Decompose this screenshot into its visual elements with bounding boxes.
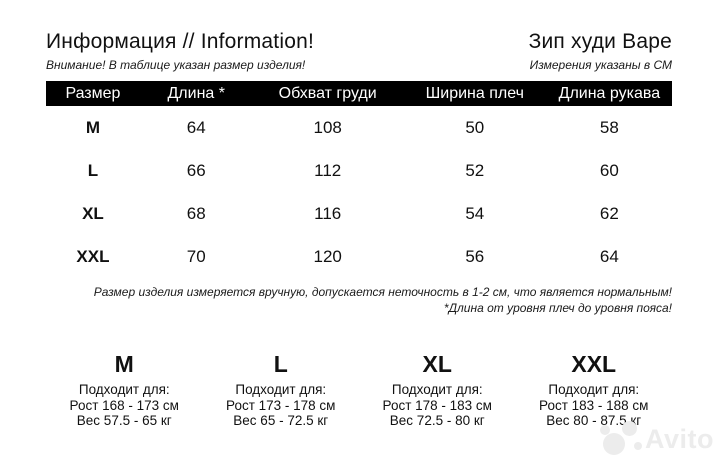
row-size-label: XL: [82, 203, 104, 223]
avito-watermark: Avito: [599, 421, 714, 455]
row-chest-value: 108: [313, 117, 342, 137]
row-size-label: M: [85, 117, 101, 137]
row-shoulders-value: 54: [465, 203, 485, 223]
column-header-size: Размер: [65, 84, 121, 102]
row-sleeve-value: 64: [599, 246, 619, 266]
row-chest-value: 116: [314, 203, 342, 223]
guide-height: Рост 168 - 173 см: [69, 397, 179, 413]
column-header-chest: Обхват груди: [278, 84, 377, 102]
table-row: L 66 112 52 60: [46, 149, 672, 192]
avito-logo-icon: [599, 421, 645, 455]
size-guide: M Подходит для: Рост 168 - 173 см Вес 57…: [46, 353, 672, 429]
header-left: Информация // Information! Внимание! В т…: [46, 30, 314, 72]
guide-fits-label: Подходит для:: [548, 382, 640, 398]
guide-size-label: XL: [422, 351, 452, 378]
row-length-value: 64: [186, 117, 206, 137]
guide-size-label: XXL: [571, 351, 617, 378]
guide-size-label: L: [273, 351, 288, 378]
guide-fits-label: Подходит для:: [391, 382, 483, 398]
row-shoulders-value: 50: [465, 117, 485, 137]
note-length-method: *Длина от уровня плеч до уровня пояса!: [443, 301, 672, 316]
size-guide-block-xl: XL Подходит для: Рост 178 - 183 см Вес 7…: [359, 353, 516, 429]
row-length-value: 66: [186, 160, 206, 180]
table-row: M 64 108 50 58: [46, 106, 672, 149]
page-subtitle: Внимание! В таблице указан размер издели…: [46, 58, 306, 73]
row-shoulders-value: 52: [465, 160, 485, 180]
product-title: Зип худи Bape: [528, 30, 672, 53]
size-guide-block-m: M Подходит для: Рост 168 - 173 см Вес 57…: [46, 353, 203, 429]
size-guide-block-xxl: XXL Подходит для: Рост 183 - 188 см Вес …: [516, 353, 673, 429]
units-note: Измерения указаны в СМ: [529, 58, 672, 73]
guide-fits-label: Подходит для:: [235, 382, 327, 398]
note-accuracy: Размер изделия измеряется вручную, допус…: [93, 285, 672, 300]
row-size-label: L: [87, 160, 99, 180]
guide-weight: Вес 80 - 87.5 кг: [546, 413, 642, 429]
row-sleeve-value: 58: [599, 117, 619, 137]
row-sleeve-value: 62: [599, 203, 619, 223]
guide-height: Рост 173 - 178 см: [226, 397, 336, 413]
row-sleeve-value: 60: [599, 160, 619, 180]
guide-height: Рост 183 - 188 см: [539, 397, 649, 413]
header: Информация // Information! Внимание! В т…: [46, 0, 672, 72]
row-length-value: 68: [186, 203, 206, 223]
row-chest-value: 112: [314, 160, 342, 180]
table-header-row: Размер Длина * Обхват груди Ширина плеч …: [46, 81, 672, 107]
row-length-value: 70: [186, 246, 206, 266]
guide-weight: Вес 57.5 - 65 кг: [76, 413, 172, 429]
avito-watermark-text: Avito: [645, 424, 714, 454]
header-right: Зип худи Bape Измерения указаны в СМ: [529, 30, 672, 72]
size-guide-block-l: L Подходит для: Рост 173 - 178 см Вес 65…: [203, 353, 360, 429]
table-row: XXL 70 120 56 64: [46, 235, 672, 278]
guide-weight: Вес 65 - 72.5 кг: [233, 413, 329, 429]
column-header-shoulders: Ширина плеч: [425, 84, 524, 102]
column-header-sleeve: Длина рукава: [558, 84, 661, 102]
content: Информация // Information! Внимание! В т…: [46, 0, 672, 429]
guide-size-label: M: [114, 351, 134, 378]
guide-fits-label: Подходит для:: [78, 382, 170, 398]
column-header-length: Длина *: [167, 84, 225, 102]
guide-height: Рост 178 - 183 см: [382, 397, 492, 413]
page-title: Информация // Information!: [46, 30, 314, 53]
guide-weight: Вес 72.5 - 80 кг: [389, 413, 485, 429]
row-size-label: XXL: [76, 246, 110, 266]
measurement-notes: Размер изделия измеряется вручную, допус…: [46, 284, 672, 316]
row-shoulders-value: 56: [465, 246, 485, 266]
row-chest-value: 120: [313, 246, 342, 266]
size-table: Размер Длина * Обхват груди Ширина плеч …: [46, 81, 672, 278]
table-row: XL 68 116 54 62: [46, 192, 672, 235]
